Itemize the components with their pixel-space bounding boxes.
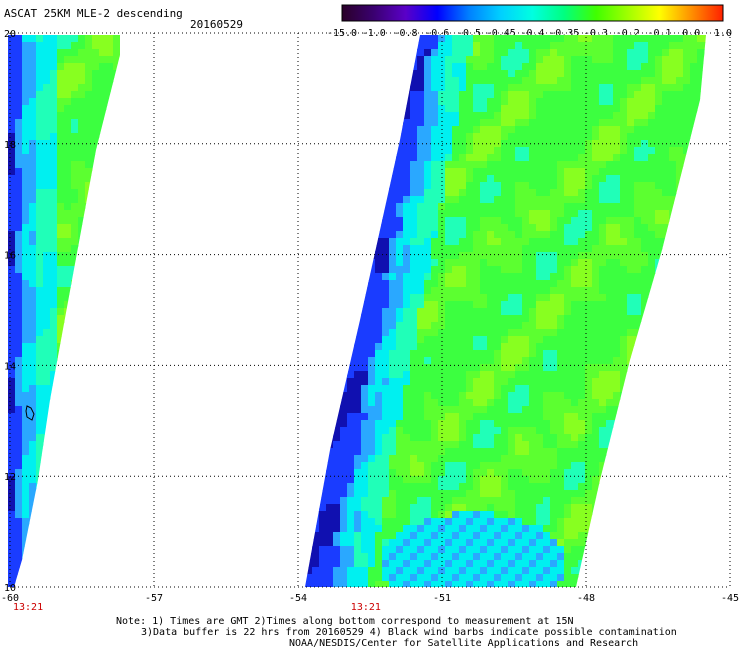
colorbar-label: -1.0: [362, 28, 386, 39]
colorbar-label: -0.2: [616, 28, 640, 39]
note-line-1: Note: 1) Times are GMT 2)Times along bot…: [116, 616, 574, 627]
lat-tick-label: 14: [4, 361, 16, 372]
colorbar-label: -0.6: [425, 28, 449, 39]
lon-tick-label: -57: [145, 593, 163, 604]
colorbar-label: 0.0: [682, 28, 700, 39]
island-outline: [25, 405, 35, 421]
colorbar-label: -0.4: [520, 28, 544, 39]
colorbar-label: -0.1: [647, 28, 671, 39]
lon-tick-label: -51: [433, 593, 451, 604]
lon-tick-label: -54: [289, 593, 307, 604]
lon-tick-label: -60: [1, 593, 19, 604]
lat-tick-label: 12: [4, 472, 16, 483]
swath-map: -60 -57 -54 -51 -48 -45 20 18 16 14 12 10 13:21 13:21: [1, 29, 739, 613]
east-swath-time: 13:21: [351, 602, 381, 613]
swath-east: [305, 35, 706, 587]
colorbar-label: -0.8: [393, 28, 417, 39]
map-date: 20160529: [190, 18, 243, 31]
lat-tick-label: 20: [4, 29, 16, 40]
lon-tick-label: -48: [577, 593, 595, 604]
note-line-3: NOAA/NESDIS/Center for Satellite Applica…: [289, 638, 639, 649]
lat-tick-label: 10: [4, 583, 16, 594]
west-swath-time: 13:21: [13, 602, 43, 613]
lat-tick-label: 18: [4, 140, 16, 151]
colorbar: -15.0 -1.0 -0.8 -0.6 -0.5 -0.45 -0.4 -0.35 -0.3-…: [327, 4, 732, 39]
lon-tick-label: -45: [721, 593, 739, 604]
map-title: ASCAT 25KM MLE-2 descending: [4, 7, 183, 20]
lat-lon-grid: [9, 32, 731, 588]
colorbar-gradient: [341, 4, 724, 22]
note-line-2: 3)Data buffer is 22 hrs from 20160529 4)…: [141, 627, 677, 638]
colorbar-label: -0.5: [457, 28, 481, 39]
colorbar-label: -0.35: [549, 28, 579, 39]
swath-west: [8, 35, 120, 587]
colorbar-label: -0.45: [486, 28, 516, 39]
colorbar-label: -0.3: [584, 28, 608, 39]
lat-tick-label: 16: [4, 251, 16, 262]
